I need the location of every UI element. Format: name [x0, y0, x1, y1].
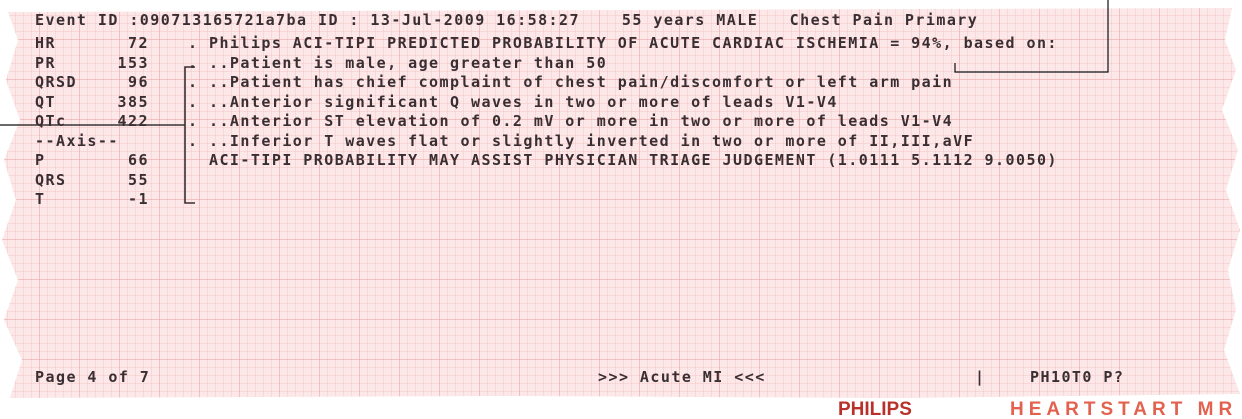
measurement-label: HR — [35, 34, 56, 52]
measurement-value: 55 — [128, 170, 149, 189]
brand-product: HEARTSTART MR — [1010, 399, 1238, 419]
callout-top — [954, 0, 1109, 73]
brand-maker: PHILIPS — [838, 399, 912, 419]
measurement-value: 96 — [128, 73, 149, 91]
statement: . ..Patient has chief complaint of chest… — [188, 73, 954, 91]
statement: . ..Inferior T waves flat or slightly in… — [188, 131, 975, 150]
statement: . ..Patient is male, age greater than 50 — [188, 53, 608, 72]
header: Event ID :090713165721a7ba ID : 13-Jul-2… — [35, 11, 979, 29]
statement: . ..Anterior ST elevation of 0.2 mV or m… — [188, 112, 954, 130]
bracket — [184, 66, 195, 204]
measurement-value: 153 — [117, 53, 149, 72]
measurement-label: P — [35, 151, 46, 169]
callouts — [0, 0, 1109, 204]
measurement-label: PR — [35, 53, 56, 72]
device-code: PH10T0 P? — [1030, 368, 1125, 386]
statement: . Philips ACI-TIPI PREDICTED PROBABILITY… — [188, 34, 1058, 52]
paper-grid — [2, 8, 1240, 398]
statement: ACI-TIPI PROBABILITY MAY ASSIST PHYSICIA… — [188, 151, 1058, 169]
measurement-label: QTc — [35, 112, 67, 130]
statement: . ..Anterior significant Q waves in two … — [188, 92, 838, 111]
measurement-value: 422 — [117, 112, 149, 130]
page-number: Page 4 of 7 — [35, 368, 151, 386]
measurement-label: --Axis-- — [35, 131, 119, 150]
interpretation: >>> Acute MI <<< — [598, 368, 766, 386]
measurement-label: T — [35, 190, 46, 208]
measurement-value: 385 — [117, 92, 149, 111]
measurement-value: 66 — [128, 151, 149, 169]
measurement-value: -1 — [128, 190, 149, 208]
measurement-label: QRSD — [35, 73, 77, 91]
measurement-value: 72 — [128, 34, 149, 52]
measurement-label: QRS — [35, 170, 67, 189]
separator: | — [975, 368, 986, 386]
measurement-label: QT — [35, 92, 56, 111]
